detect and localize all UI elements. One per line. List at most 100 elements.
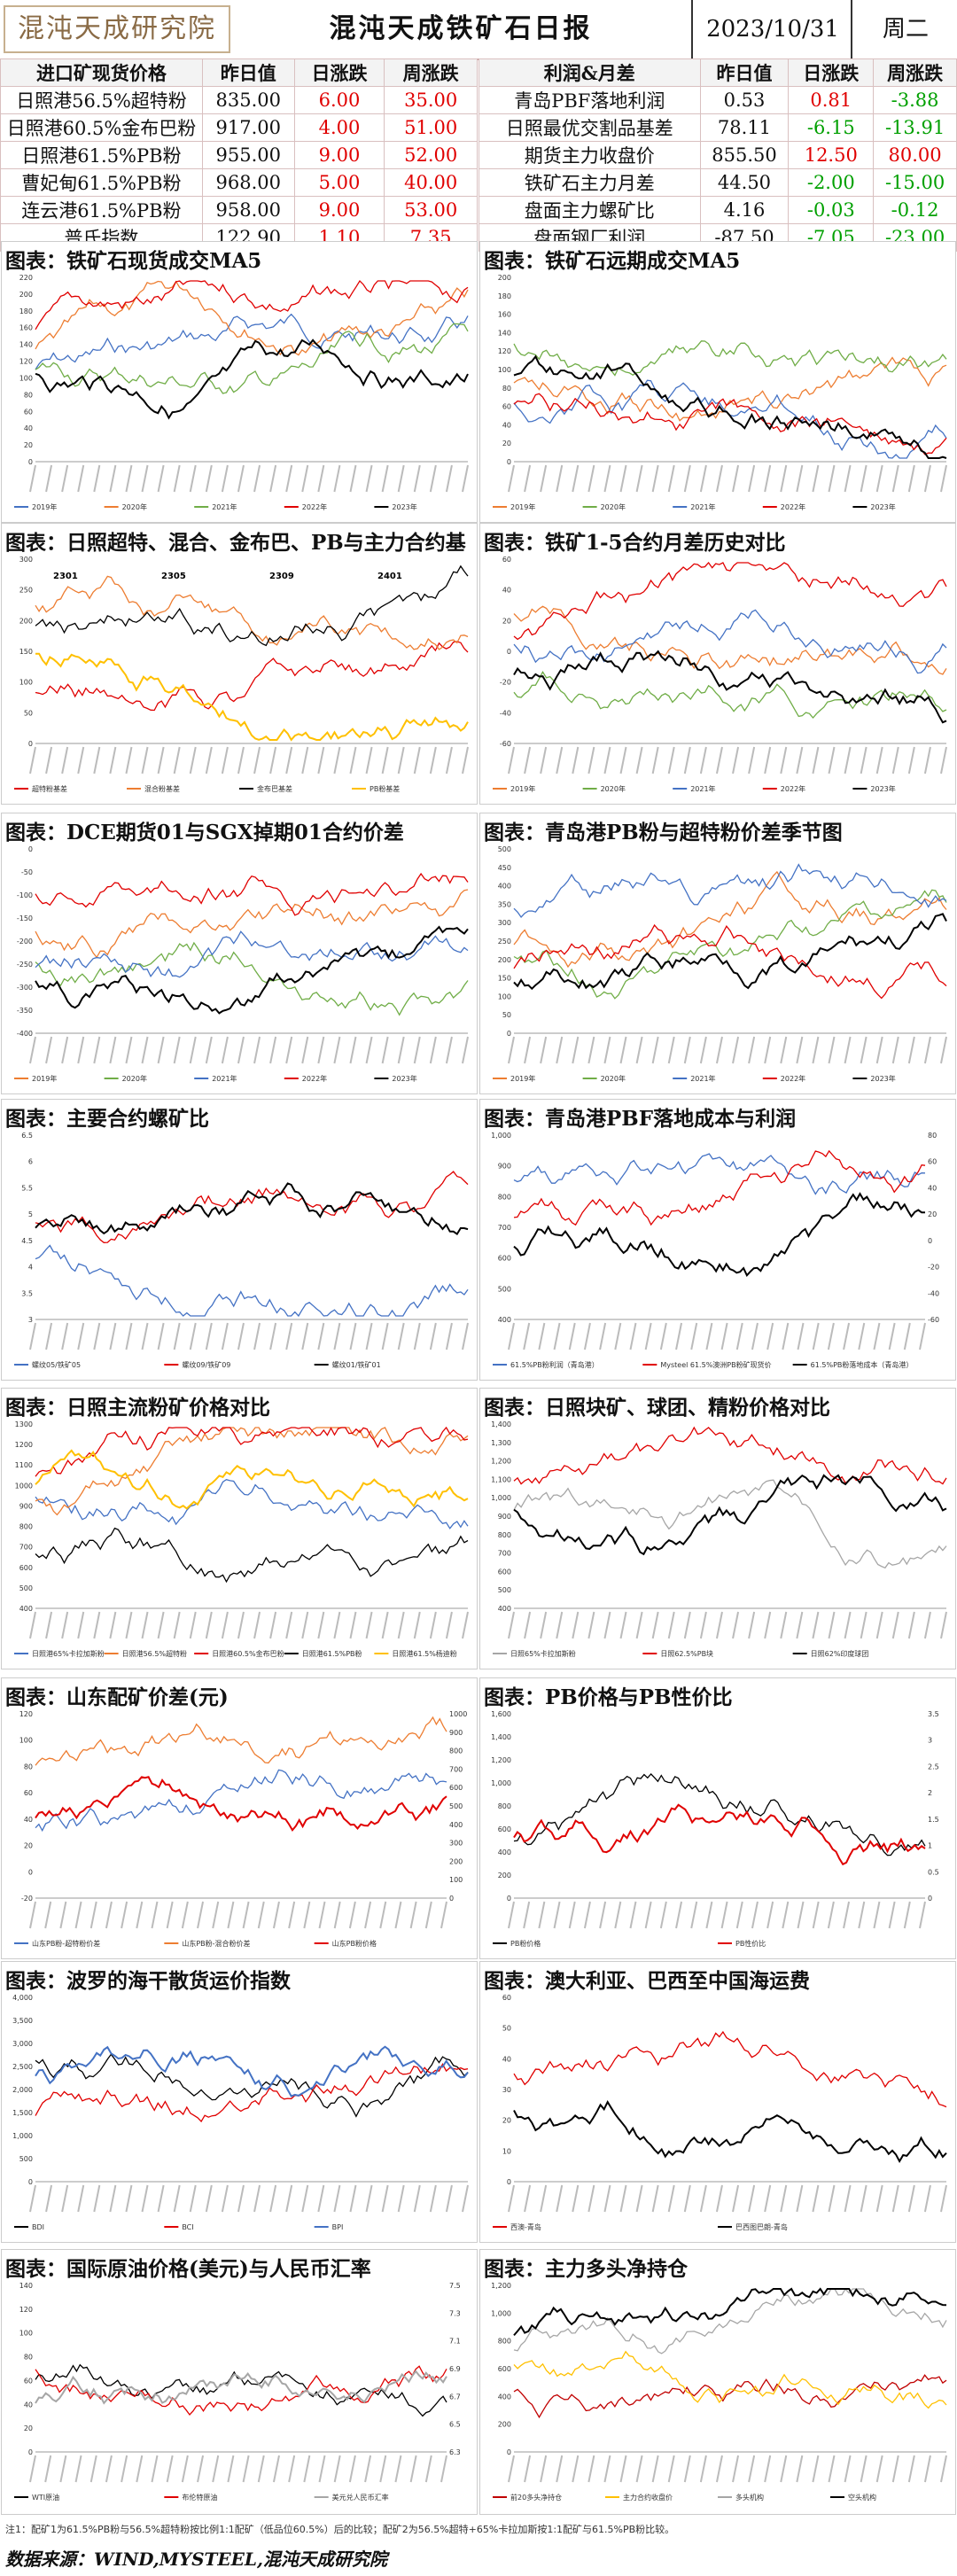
- y-tick-label: 500: [498, 845, 511, 853]
- x-tick-mark: [253, 464, 261, 493]
- series-line: [513, 870, 947, 969]
- cell-week: 35.00: [384, 86, 478, 114]
- x-tick-mark: [828, 2184, 836, 2213]
- y-tick-label: 3,000: [12, 2040, 33, 2048]
- chart-title: 图表：主要合约螺矿比: [5, 1107, 209, 1131]
- legend-entry: 美元兑人民币汇率: [332, 2493, 389, 2502]
- x-tick-mark: [907, 1036, 915, 1064]
- x-tick-mark: [524, 464, 532, 493]
- chart-canvas: 1300 1200 1100 1000 900 800 700 600 500 400 日照港65%…: [14, 1420, 469, 1658]
- cell-name: 青岛PBF落地利润: [478, 86, 701, 114]
- y-tick-label: 60: [24, 408, 33, 416]
- x-tick-mark: [782, 1901, 790, 1929]
- cell-name: 日照港60.5%金布巴粉: [0, 113, 203, 142]
- x-tick-mark: [603, 746, 611, 774]
- cell-value: 855.50: [699, 141, 790, 169]
- chart-panel: 图表：铁矿石远期成交MA5 200 180 160 140 120 100 80 60 40 20 0…: [479, 241, 956, 523]
- x-tick-mark: [583, 1322, 591, 1350]
- x-tick-mark: [189, 1611, 197, 1639]
- x-tick-mark: [301, 1322, 309, 1350]
- x-tick-mark: [157, 2184, 165, 2213]
- legend-entry: 61.5%PB粉利润（青岛港）: [510, 1360, 599, 1369]
- x-tick-mark: [940, 464, 947, 493]
- x-tick-mark: [333, 1611, 341, 1639]
- y-tick-label: 0: [507, 1030, 511, 1038]
- series-line: [35, 1716, 447, 1766]
- y-tick-label: -50: [21, 868, 33, 876]
- x-tick-mark: [797, 1322, 805, 1350]
- x-tick-mark: [157, 464, 165, 493]
- x-tick-mark: [109, 1036, 117, 1064]
- x-tick-mark: [269, 1611, 277, 1639]
- x-tick-mark: [556, 746, 564, 774]
- legend-entry: 2019年: [510, 784, 535, 793]
- x-tick-mark: [812, 1322, 820, 1350]
- x-tick-mark: [269, 464, 277, 493]
- x-tick-mark: [780, 2455, 788, 2483]
- x-tick-mark: [732, 1611, 740, 1639]
- chart-title: 图表：主力多头净持仓: [484, 2257, 688, 2281]
- x-tick-mark: [141, 464, 149, 493]
- data-source: 数据来源：WIND,MYSTEEL,混沌天成研究院: [5, 2549, 387, 2570]
- y-tick-label: 40: [24, 2401, 33, 2409]
- x-tick-mark: [257, 1901, 265, 1929]
- x-tick-mark: [237, 1322, 245, 1350]
- series-line: [35, 279, 469, 331]
- x-tick-mark: [397, 1611, 405, 1639]
- x-tick-mark: [349, 464, 357, 493]
- series-line: [35, 1244, 469, 1318]
- legend-entry: 2021年: [212, 502, 237, 511]
- x-tick-mark: [237, 746, 245, 774]
- table-row: 盘面主力螺矿比 4.16 -0.03 -0.12: [478, 196, 957, 224]
- x-tick-mark: [715, 464, 723, 493]
- x-tick-mark: [61, 2184, 69, 2213]
- x-tick-mark: [540, 464, 548, 493]
- x-tick-mark: [77, 746, 85, 774]
- spot-price-table: 进口矿现货价格 昨日值 日涨跌 周涨跌 日照港56.5%超特粉 835.00 6.00 35.…: [0, 58, 478, 252]
- y-right-tick-label: 40: [928, 1184, 937, 1192]
- x-tick-mark: [409, 2455, 417, 2483]
- series-line: [35, 564, 469, 647]
- x-tick-mark: [667, 746, 675, 774]
- series-line: [513, 2350, 947, 2409]
- x-tick-mark: [903, 1901, 911, 1929]
- x-tick-mark: [151, 2455, 159, 2483]
- x-tick-mark: [413, 1036, 421, 1064]
- x-tick-mark: [907, 464, 915, 493]
- series-line: [513, 1479, 947, 1569]
- x-tick-mark: [29, 1322, 36, 1350]
- chart-title: 图表：青岛港PB粉与超特粉价差季节图: [484, 821, 843, 844]
- x-tick-mark: [348, 2455, 356, 2483]
- x-tick-mark: [301, 464, 309, 493]
- y-tick-label: -60: [500, 740, 511, 748]
- y-tick-label: 50: [502, 2025, 511, 2033]
- x-tick-mark: [860, 1611, 868, 1639]
- y-tick-label: 0: [28, 740, 33, 748]
- x-tick-mark: [732, 464, 740, 493]
- x-tick-mark: [349, 746, 357, 774]
- x-tick-mark: [141, 2184, 149, 2213]
- legend-entry: 山东PB粉-混合粉价差: [182, 1939, 250, 1948]
- lt-header-3: 周涨跌: [384, 58, 478, 87]
- x-tick-mark: [125, 746, 133, 774]
- y-tick-label: 400: [498, 883, 511, 891]
- x-tick-mark: [619, 464, 627, 493]
- chart-canvas: 300 250 200 150 100 50 0 2301 2305 2309 2401 超特粉基差 混…: [14, 556, 469, 793]
- cell-day: 9.00: [293, 196, 385, 224]
- rt-header-1: 昨日值: [699, 58, 790, 87]
- x-tick-mark: [44, 2455, 52, 2483]
- legend-entry: 2023年: [392, 502, 416, 511]
- series-line: [35, 1426, 469, 1477]
- series-line: [513, 2030, 947, 2108]
- x-tick-mark: [827, 1322, 835, 1350]
- y-tick-label: 50: [502, 1011, 511, 1019]
- x-tick-mark: [812, 1611, 820, 1639]
- x-tick-mark: [748, 464, 756, 493]
- series-line: [35, 2053, 469, 2118]
- y-tick-label: 4.5: [21, 1237, 33, 1245]
- x-tick-mark: [237, 1036, 245, 1064]
- x-tick-mark: [29, 2455, 36, 2483]
- series-line: [35, 2063, 469, 2123]
- x-tick-mark: [136, 1901, 144, 1929]
- x-tick-mark: [860, 464, 868, 493]
